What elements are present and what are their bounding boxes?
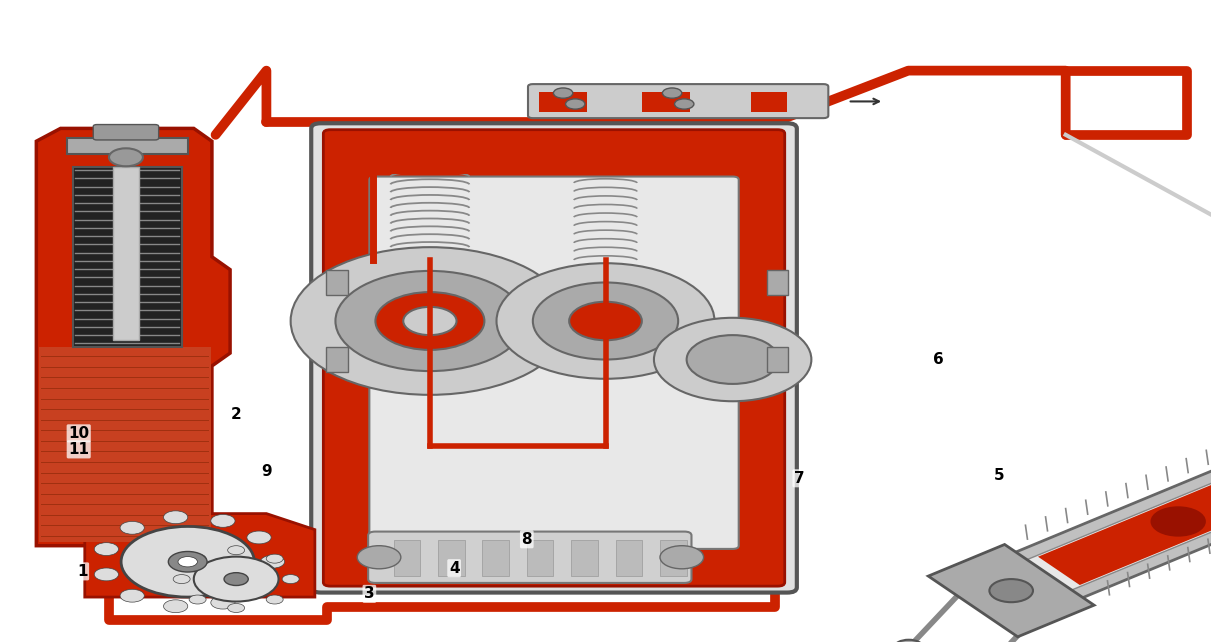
FancyBboxPatch shape bbox=[323, 130, 785, 586]
Polygon shape bbox=[1027, 378, 1211, 590]
Circle shape bbox=[989, 579, 1033, 602]
Circle shape bbox=[94, 542, 119, 555]
Circle shape bbox=[121, 526, 254, 597]
Circle shape bbox=[660, 546, 704, 569]
Circle shape bbox=[168, 551, 207, 572]
Text: 8: 8 bbox=[522, 532, 532, 547]
Text: 9: 9 bbox=[262, 464, 271, 480]
Circle shape bbox=[120, 521, 144, 534]
Circle shape bbox=[403, 307, 457, 335]
Text: 3: 3 bbox=[365, 586, 374, 602]
Bar bbox=[113, 167, 139, 340]
Circle shape bbox=[247, 580, 271, 593]
Circle shape bbox=[566, 99, 585, 109]
FancyBboxPatch shape bbox=[368, 532, 691, 583]
Polygon shape bbox=[977, 362, 1211, 613]
Bar bbox=[326, 270, 348, 295]
Circle shape bbox=[266, 595, 283, 604]
Polygon shape bbox=[85, 514, 315, 597]
Circle shape bbox=[189, 554, 206, 563]
FancyBboxPatch shape bbox=[93, 125, 159, 140]
Circle shape bbox=[189, 595, 206, 604]
Circle shape bbox=[163, 600, 188, 612]
Circle shape bbox=[94, 568, 119, 581]
Circle shape bbox=[247, 531, 271, 544]
Circle shape bbox=[211, 514, 235, 527]
Circle shape bbox=[654, 318, 811, 401]
Bar bbox=[482, 540, 509, 576]
Bar bbox=[767, 270, 788, 295]
Bar bbox=[527, 540, 553, 576]
Circle shape bbox=[1152, 507, 1205, 535]
Circle shape bbox=[497, 263, 714, 379]
Circle shape bbox=[533, 282, 678, 360]
Circle shape bbox=[178, 557, 197, 567]
Circle shape bbox=[291, 247, 569, 395]
Text: 10: 10 bbox=[68, 426, 90, 441]
Bar bbox=[660, 540, 687, 576]
Bar bbox=[73, 167, 182, 347]
Bar bbox=[615, 540, 642, 576]
Text: 11: 11 bbox=[68, 442, 90, 457]
Circle shape bbox=[224, 573, 248, 586]
Polygon shape bbox=[1038, 458, 1211, 585]
Circle shape bbox=[553, 88, 573, 98]
Text: 6: 6 bbox=[934, 352, 943, 367]
Circle shape bbox=[569, 302, 642, 340]
Bar bbox=[767, 347, 788, 372]
FancyBboxPatch shape bbox=[369, 177, 739, 549]
Circle shape bbox=[194, 557, 279, 602]
Bar bbox=[438, 540, 465, 576]
Text: 1: 1 bbox=[78, 564, 87, 579]
Circle shape bbox=[228, 546, 245, 555]
Circle shape bbox=[357, 546, 401, 569]
Circle shape bbox=[675, 99, 694, 109]
Circle shape bbox=[260, 555, 285, 568]
Text: 4: 4 bbox=[449, 560, 459, 576]
Bar bbox=[67, 138, 188, 154]
Bar bbox=[642, 92, 690, 112]
Circle shape bbox=[662, 88, 682, 98]
Circle shape bbox=[173, 575, 190, 584]
Circle shape bbox=[282, 575, 299, 584]
Circle shape bbox=[163, 511, 188, 524]
FancyBboxPatch shape bbox=[528, 84, 828, 118]
Polygon shape bbox=[39, 347, 211, 542]
Circle shape bbox=[894, 639, 923, 642]
Circle shape bbox=[109, 148, 143, 166]
Bar bbox=[394, 540, 420, 576]
Text: 5: 5 bbox=[994, 467, 1004, 483]
Circle shape bbox=[375, 292, 484, 350]
Text: 2: 2 bbox=[231, 406, 241, 422]
Text: 7: 7 bbox=[794, 471, 804, 486]
Bar bbox=[751, 92, 787, 112]
Circle shape bbox=[335, 271, 524, 371]
Polygon shape bbox=[36, 128, 230, 546]
Circle shape bbox=[211, 596, 235, 609]
Circle shape bbox=[120, 589, 144, 602]
Polygon shape bbox=[929, 544, 1094, 637]
Bar bbox=[539, 92, 587, 112]
Bar bbox=[572, 540, 598, 576]
Circle shape bbox=[228, 603, 245, 612]
FancyBboxPatch shape bbox=[311, 123, 797, 593]
Circle shape bbox=[266, 554, 283, 563]
Circle shape bbox=[687, 335, 779, 384]
Bar bbox=[326, 347, 348, 372]
